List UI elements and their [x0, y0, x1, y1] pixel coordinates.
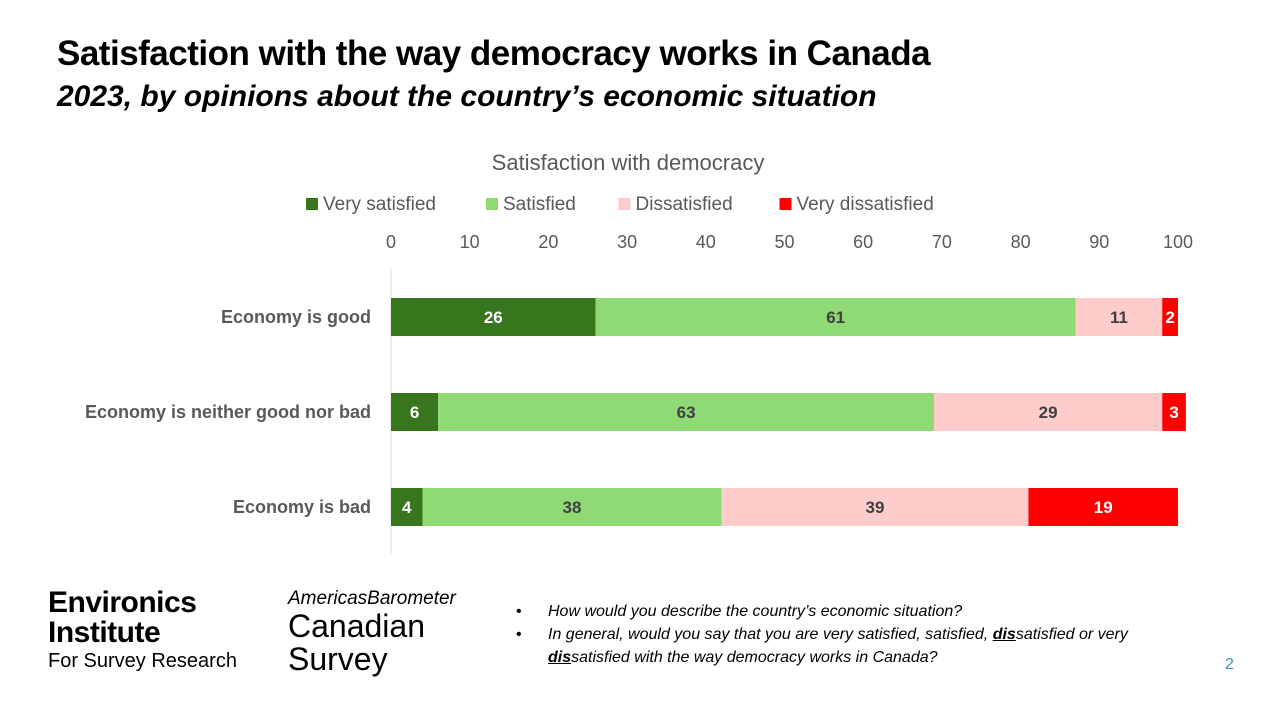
- question-democracy-part2: satisfied or very: [1015, 626, 1128, 643]
- bar-segment: [391, 488, 423, 526]
- stacked-bar-chart: Satisfaction with democracy Very satisfie…: [85, 150, 1193, 555]
- bar-segment: [391, 393, 439, 431]
- x-tick-label: 70: [932, 232, 952, 252]
- bar-segment: [422, 488, 722, 526]
- x-tick-label: 100: [1163, 232, 1193, 252]
- slide-subtitle: 2023, by opinions about the country’s ec…: [57, 80, 877, 113]
- page-number: 2: [1225, 656, 1234, 673]
- bar-segment: [391, 298, 596, 336]
- x-tick-label: 90: [1089, 232, 1109, 252]
- data-label: 29: [1039, 403, 1058, 422]
- bar-segment: [1162, 298, 1178, 336]
- americas-barometer-logo: AmericasBarometer Canadian Survey: [288, 588, 456, 676]
- question-democracy-part1: In general, would you say that you are v…: [548, 626, 993, 643]
- bar-segment: [1075, 298, 1163, 336]
- data-label: 11: [1110, 308, 1128, 327]
- data-label: 6: [410, 403, 419, 422]
- data-label: 2: [1165, 308, 1174, 327]
- environics-institute-logo: Environics Institute For Survey Research: [48, 588, 237, 674]
- x-tick-label: 20: [538, 232, 558, 252]
- data-label: 63: [677, 403, 696, 422]
- legend-label-3: Very dissatisfied: [797, 194, 934, 215]
- data-label: 26: [484, 308, 503, 327]
- legend-swatch-0: [306, 198, 318, 210]
- americas-logo-line2: Canadian: [288, 608, 425, 644]
- bar-segment: [721, 488, 1029, 526]
- survey-questions: How would you describe the country’s eco…: [514, 600, 1214, 669]
- data-label: 39: [866, 498, 885, 517]
- americas-logo-line3: Survey: [288, 641, 388, 677]
- question-democracy: In general, would you say that you are v…: [514, 623, 1214, 669]
- chart-title: Satisfaction with democracy: [492, 150, 765, 175]
- category-label: Economy is bad: [233, 497, 371, 517]
- legend-label-0: Very satisfied: [323, 194, 436, 215]
- legend-swatch-2: [618, 198, 631, 210]
- category-label: Economy is neither good nor bad: [85, 402, 371, 422]
- x-tick-label: 80: [1011, 232, 1031, 252]
- legend-swatch-1: [486, 198, 498, 210]
- x-tick-label: 50: [774, 232, 794, 252]
- legend-label-1: Satisfied: [503, 194, 576, 215]
- category-label: Economy is good: [221, 307, 371, 327]
- emphasis-dis-2: dis: [548, 649, 572, 666]
- x-tick-label: 40: [696, 232, 716, 252]
- question-democracy-part3: satisfied with the way democracy works i…: [571, 649, 938, 666]
- bar-segment: [595, 298, 1076, 336]
- x-tick-label: 30: [617, 232, 637, 252]
- data-label: 38: [563, 498, 582, 517]
- data-label: 3: [1169, 403, 1178, 422]
- slide-title: Satisfaction with the way democracy work…: [57, 34, 931, 73]
- bar-segment: [1028, 488, 1178, 526]
- data-label: 61: [826, 308, 845, 327]
- bar-segment: [438, 393, 935, 431]
- x-tick-label: 60: [853, 232, 873, 252]
- emphasis-dis-1: dis: [992, 626, 1016, 643]
- environics-logo-line1: Environics: [48, 586, 197, 619]
- environics-logo-line3: For Survey Research: [48, 650, 237, 672]
- question-economy: How would you describe the country’s eco…: [514, 600, 1214, 623]
- americas-logo-line1: AmericasBarometer: [288, 588, 456, 609]
- legend-label-2: Dissatisfied: [636, 194, 733, 215]
- bar-segment: [1162, 393, 1186, 431]
- legend-swatch-3: [779, 198, 792, 210]
- question-economy-text: How would you describe the country’s eco…: [548, 603, 963, 620]
- data-label: 19: [1094, 498, 1113, 517]
- bar-segment: [934, 393, 1163, 431]
- data-label: 4: [402, 498, 412, 517]
- environics-logo-line2: Institute: [48, 616, 161, 649]
- x-tick-label: 10: [460, 232, 480, 252]
- x-tick-label: 0: [386, 232, 396, 252]
